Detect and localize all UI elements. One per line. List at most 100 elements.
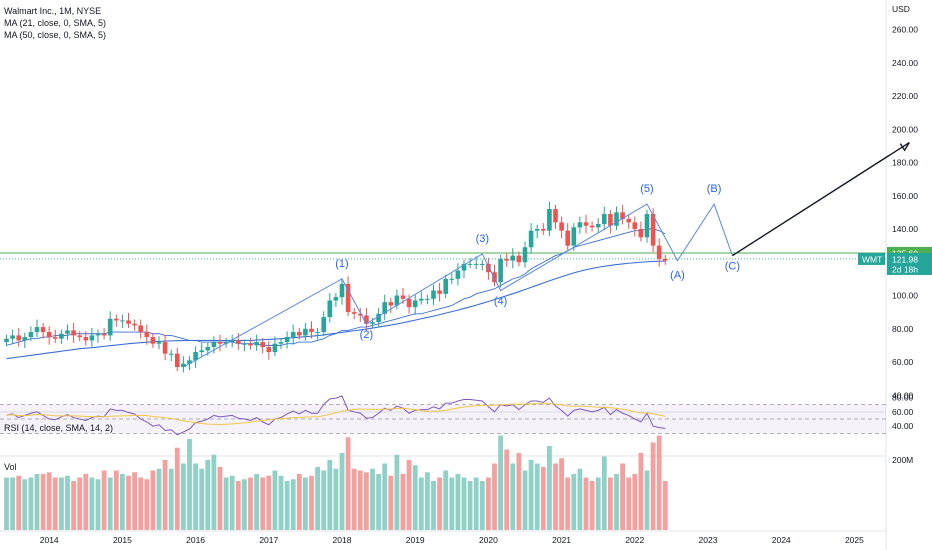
ma50-legend: MA (50, close, 0, SMA, 5) bbox=[4, 30, 107, 40]
candle-body bbox=[339, 283, 345, 298]
candle-body bbox=[437, 290, 442, 294]
candle-body bbox=[156, 342, 162, 344]
candle-body bbox=[193, 352, 198, 361]
price-tick-label: 220.00 bbox=[892, 91, 918, 101]
candle-body bbox=[504, 258, 509, 261]
projection-arrow-head bbox=[899, 142, 910, 152]
candle-body bbox=[187, 360, 192, 364]
candle-body bbox=[138, 325, 143, 333]
volume-bar bbox=[284, 481, 290, 530]
volume-bar bbox=[113, 470, 119, 530]
candle-body bbox=[34, 327, 40, 333]
volume-bar bbox=[303, 477, 308, 530]
volume-bar bbox=[65, 475, 70, 530]
candle-body bbox=[449, 278, 455, 280]
candle-body bbox=[406, 298, 412, 308]
candle-body bbox=[498, 258, 503, 283]
time-tick-label: 2025 bbox=[845, 535, 864, 545]
candle-body bbox=[181, 363, 186, 367]
candle-body bbox=[620, 212, 625, 220]
candle-body bbox=[65, 330, 70, 334]
volume-bar bbox=[656, 435, 662, 530]
candle-body bbox=[120, 320, 125, 322]
candle-body bbox=[101, 333, 107, 336]
candle-body bbox=[284, 337, 290, 343]
candle-body bbox=[168, 353, 174, 355]
candle-body bbox=[95, 333, 101, 336]
volume-bar bbox=[394, 454, 400, 530]
wave-path[interactable] bbox=[183, 202, 733, 368]
volume-bar bbox=[156, 468, 162, 530]
candle-body bbox=[419, 298, 424, 301]
volume-bar bbox=[52, 477, 58, 530]
volume-tick-label: 200M bbox=[892, 455, 913, 465]
candle-body bbox=[107, 318, 113, 336]
candle-body bbox=[541, 229, 546, 231]
volume-bar bbox=[662, 481, 668, 530]
candle-body bbox=[71, 330, 76, 336]
price-tick-label: 100.00 bbox=[892, 291, 918, 301]
candle-body bbox=[236, 340, 241, 344]
volume-bar bbox=[211, 454, 217, 530]
candle-body bbox=[217, 342, 223, 344]
volume-bar bbox=[181, 463, 186, 530]
time-tick-label: 2024 bbox=[772, 535, 791, 545]
price-tick-label: 60.00 bbox=[892, 357, 914, 367]
volume-bar bbox=[565, 477, 571, 530]
volume-bar bbox=[296, 474, 302, 530]
candle-body bbox=[632, 222, 638, 229]
volume-bar bbox=[473, 477, 479, 530]
volume-bar bbox=[449, 477, 455, 530]
volume-bar bbox=[217, 467, 223, 530]
candle-body bbox=[297, 332, 302, 336]
rsi-ma-line bbox=[6, 403, 666, 426]
volume-bar bbox=[479, 481, 485, 530]
ma21-line bbox=[6, 228, 666, 346]
volume-bar bbox=[589, 481, 595, 530]
volume-bar bbox=[437, 477, 442, 530]
candle-body bbox=[614, 212, 619, 226]
candle-body bbox=[4, 338, 9, 343]
rsi-legend: RSI (14, close, SMA, 14, 2) bbox=[4, 423, 114, 433]
volume-bar bbox=[83, 474, 89, 530]
volume-bar bbox=[16, 475, 22, 530]
volume-bar bbox=[327, 460, 333, 530]
volume-bar bbox=[132, 472, 137, 530]
candle-body bbox=[577, 222, 583, 228]
volume-bar bbox=[492, 463, 497, 530]
symbol-label: WMT bbox=[862, 254, 882, 264]
candle-body bbox=[345, 283, 351, 313]
candle-body bbox=[522, 247, 528, 263]
candle-body bbox=[461, 263, 467, 271]
candle-body bbox=[272, 343, 278, 353]
candle-body bbox=[150, 337, 156, 344]
candle-body bbox=[315, 332, 320, 334]
wave-label: (B) bbox=[707, 183, 722, 195]
time-tick-label: 2017 bbox=[259, 535, 278, 545]
projection-arrow[interactable] bbox=[732, 141, 910, 257]
time-tick-label: 2021 bbox=[552, 535, 571, 545]
price-tick-label: 80.00 bbox=[892, 324, 914, 334]
candle-body bbox=[480, 263, 485, 265]
volume-bar bbox=[290, 479, 296, 530]
price-tick-label: 160.00 bbox=[892, 191, 918, 201]
volume-bar bbox=[34, 474, 40, 530]
volume-bar bbox=[614, 474, 619, 530]
volume-bar bbox=[601, 456, 607, 530]
rsi-tick-label: 60.00 bbox=[892, 407, 914, 417]
volume-bar bbox=[534, 463, 540, 530]
price-tick-label: 260.00 bbox=[892, 25, 918, 35]
candle-body bbox=[473, 263, 479, 265]
volume-bar bbox=[315, 467, 320, 530]
candle-body bbox=[248, 343, 253, 346]
volume-bar bbox=[28, 477, 34, 530]
volume-bar bbox=[620, 463, 625, 530]
candle-body bbox=[162, 342, 168, 354]
volume-bar bbox=[498, 435, 503, 530]
volume-bar bbox=[382, 463, 388, 530]
candle-body bbox=[126, 320, 131, 324]
volume-bar bbox=[59, 477, 64, 530]
candle-body bbox=[327, 300, 333, 318]
candle-body bbox=[510, 255, 516, 261]
